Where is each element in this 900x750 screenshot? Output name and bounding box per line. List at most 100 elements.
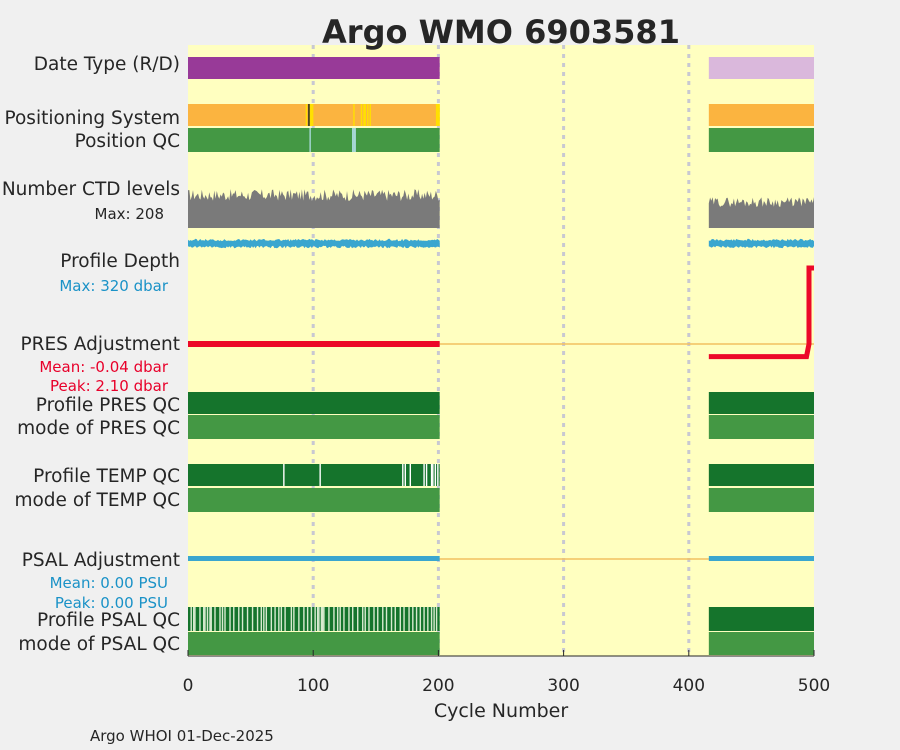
psal-qc-flag-12 bbox=[203, 607, 205, 631]
profile-depth-strip-late bbox=[708, 238, 814, 249]
pres-mean-annotation: Mean: -0.04 dbar bbox=[39, 358, 169, 376]
positioning-flag-199 bbox=[437, 104, 439, 126]
psal-qc-flag-119 bbox=[336, 607, 339, 631]
label-ctd-levels: Number CTD levels bbox=[2, 179, 180, 200]
x-axis-label: Cycle Number bbox=[434, 700, 568, 722]
mode-pres-qc-bar-late bbox=[708, 415, 814, 439]
positioning-flag-99 bbox=[311, 104, 314, 126]
psal-qc-flag-148 bbox=[373, 607, 375, 631]
psal-qc-flag-15 bbox=[206, 607, 209, 631]
psal-qc-flag-108 bbox=[323, 607, 325, 631]
psal-qc-flag-141 bbox=[364, 607, 366, 631]
psal-qc-flag-95 bbox=[306, 607, 309, 631]
x-tick-label-200: 200 bbox=[422, 676, 454, 696]
psal-qc-flag-144 bbox=[368, 607, 370, 631]
psal-qc-flag-135 bbox=[357, 607, 359, 631]
x-tick-label-400: 400 bbox=[673, 676, 705, 696]
psal-mean-annotation: Mean: 0.00 PSU bbox=[50, 574, 168, 592]
depth-max-annotation: Max: 320 dbar bbox=[59, 277, 168, 295]
positioning-flag-141 bbox=[364, 104, 366, 126]
temp-qc-flag-171 bbox=[402, 464, 404, 486]
x-tick-label-0: 0 bbox=[183, 676, 194, 696]
position-qc-flag-133 bbox=[354, 128, 356, 152]
psal-qc-flag-40 bbox=[238, 607, 240, 631]
psal-qc-flag-131 bbox=[352, 607, 354, 631]
psal-qc-flag-107 bbox=[321, 607, 324, 631]
position-qc-flag-132 bbox=[353, 128, 355, 152]
pres-adjustment-line-late bbox=[708, 265, 814, 360]
label-profile-depth: Profile Depth bbox=[60, 251, 180, 272]
profile-psal-qc-bar-late bbox=[708, 607, 814, 631]
positioning-flag-198 bbox=[435, 104, 438, 126]
temp-qc-flag-199 bbox=[437, 464, 439, 486]
temp-qc-flag-190 bbox=[425, 464, 428, 486]
psal-qc-flag-169 bbox=[399, 607, 401, 631]
psal-qc-flag-188 bbox=[423, 607, 425, 631]
psal-qc-flag-27 bbox=[221, 607, 224, 631]
positioning-flag-200 bbox=[438, 104, 440, 126]
psal-peak-annotation: Peak: 0.00 PSU bbox=[55, 594, 168, 612]
temp-qc-flag-177 bbox=[409, 464, 412, 486]
psal-qc-flag-128 bbox=[348, 607, 350, 631]
chart-title: Argo WMO 6903581 bbox=[322, 13, 680, 51]
psal-qc-flag-92 bbox=[303, 607, 305, 631]
psal-qc-flag-194 bbox=[430, 607, 433, 631]
label-psal-adjustment: PSAL Adjustment bbox=[22, 550, 180, 571]
label-mode-pres-qc: mode of PRES QC bbox=[17, 418, 180, 439]
plot-area bbox=[187, 45, 815, 657]
psal-qc-flag-55 bbox=[256, 607, 259, 631]
positioning-flag-138 bbox=[360, 104, 363, 126]
x-tick-label-100: 100 bbox=[297, 676, 329, 696]
psal-qc-flag-139 bbox=[362, 607, 364, 631]
psal-qc-flag-69 bbox=[274, 607, 276, 631]
psal-qc-flag-158 bbox=[385, 607, 388, 631]
position-qc-flag-131 bbox=[352, 128, 354, 152]
psal-qc-flag-36 bbox=[233, 607, 235, 631]
label-profile-pres-qc: Profile PRES QC bbox=[36, 395, 180, 416]
psal-qc-flag-191 bbox=[427, 607, 429, 631]
temp-qc-flag-105 bbox=[319, 464, 321, 486]
profile-temp-qc-bar-early bbox=[188, 464, 440, 486]
temp-qc-flag-188 bbox=[423, 464, 425, 486]
pres-peak-annotation: Peak: 2.10 dbar bbox=[50, 377, 169, 395]
label-position-qc: Position QC bbox=[75, 131, 180, 152]
mode-psal-qc-bar-late bbox=[708, 632, 814, 655]
mode-temp-qc-bar-early bbox=[188, 488, 440, 512]
positioning-flag-143 bbox=[367, 104, 369, 126]
temp-qc-flag-173 bbox=[404, 464, 406, 486]
psal-qc-flag-101 bbox=[314, 607, 316, 631]
psal-qc-flag-121 bbox=[339, 607, 341, 631]
profile-psal-qc-bar-early bbox=[188, 607, 440, 631]
psal-qc-flag-162 bbox=[390, 607, 393, 631]
psal-qc-flag-2 bbox=[190, 607, 192, 631]
psal-qc-flag-116 bbox=[333, 607, 335, 631]
positioning-bar-late bbox=[708, 104, 814, 126]
positioning-flag-145 bbox=[369, 104, 371, 126]
temp-qc-flag-197 bbox=[434, 464, 437, 486]
profile-depth-strip-early bbox=[188, 238, 440, 249]
positioning-bar-early bbox=[188, 104, 440, 126]
chart-marks bbox=[188, 57, 814, 655]
psal-qc-flag-172 bbox=[403, 607, 405, 631]
psal-qc-flag-43 bbox=[241, 607, 244, 631]
psal-qc-flag-74 bbox=[280, 607, 283, 631]
mode-psal-qc-bar-early bbox=[188, 632, 440, 655]
psal-qc-flag-155 bbox=[382, 607, 384, 631]
positioning-flag-98 bbox=[310, 104, 313, 126]
label-mode-psal-qc: mode of PSAL QC bbox=[18, 634, 180, 655]
psal-qc-flag-84 bbox=[293, 607, 295, 631]
x-tick-label-500: 500 bbox=[798, 676, 830, 696]
positioning-flag-97 bbox=[309, 104, 311, 126]
psal-qc-flag-18 bbox=[210, 607, 212, 631]
temp-qc-flag-194 bbox=[430, 464, 433, 486]
psal-qc-flag-151 bbox=[377, 607, 379, 631]
psal-qc-flag-21 bbox=[214, 607, 216, 631]
position-qc-flag-97 bbox=[309, 128, 311, 152]
psal-qc-flag-77 bbox=[284, 607, 286, 631]
ctd-max-annotation: Max: 208 bbox=[95, 205, 164, 223]
psal-qc-flag-179 bbox=[412, 607, 414, 631]
psal-qc-flag-47 bbox=[246, 607, 249, 631]
psal-qc-flag-4 bbox=[193, 607, 195, 631]
psal-qc-flag-17 bbox=[209, 607, 211, 631]
psal-adjustment-line-late bbox=[708, 556, 814, 561]
